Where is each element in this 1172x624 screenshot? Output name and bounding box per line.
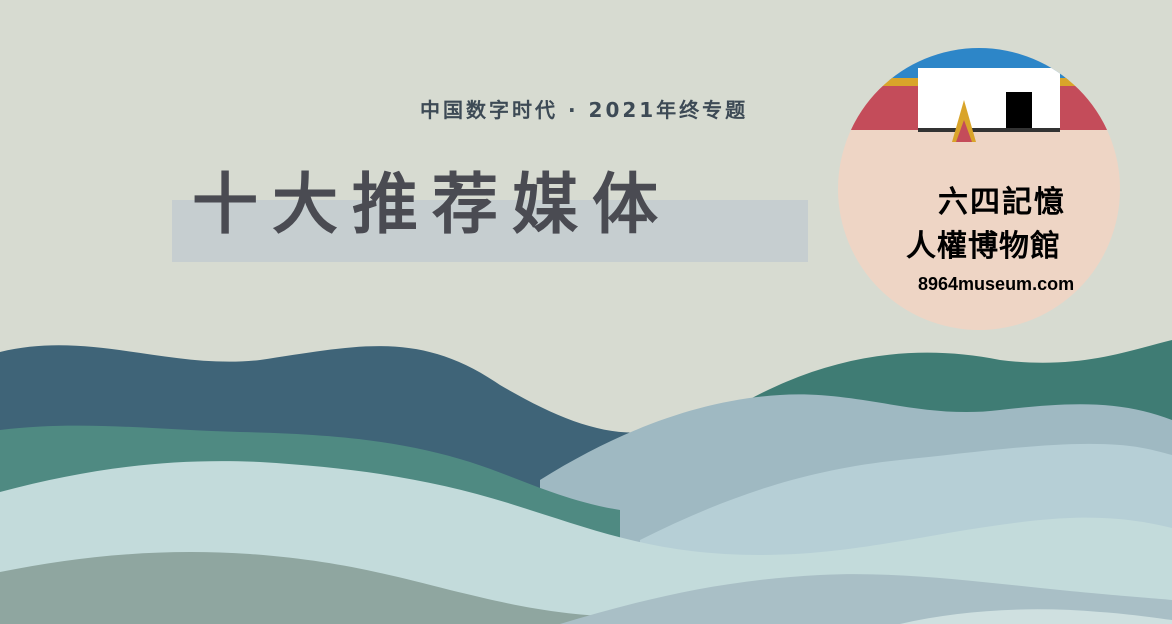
badge-line1: 六四記憶 [938, 185, 1066, 220]
subtitle: 中国数字时代 · 2021年终专题 [420, 98, 749, 122]
logo-white-building [918, 68, 1060, 130]
page-title: 十大推荐媒体 [192, 166, 672, 243]
museum-logo [838, 48, 1120, 142]
wave-sage-low [0, 552, 600, 624]
logo-building-base [918, 128, 1060, 132]
museum-badge[interactable]: 六四記憶 人權博物館 8964museum.com [838, 48, 1120, 330]
logo-doorway [1006, 92, 1032, 128]
title-highlight-band [172, 200, 808, 262]
badge-url-link[interactable]: 8964museum.com [918, 274, 1075, 294]
wave-bottom [900, 609, 1172, 624]
logo-red-triangle [956, 120, 972, 142]
badge-line2: 人權博物館 [906, 229, 1061, 264]
